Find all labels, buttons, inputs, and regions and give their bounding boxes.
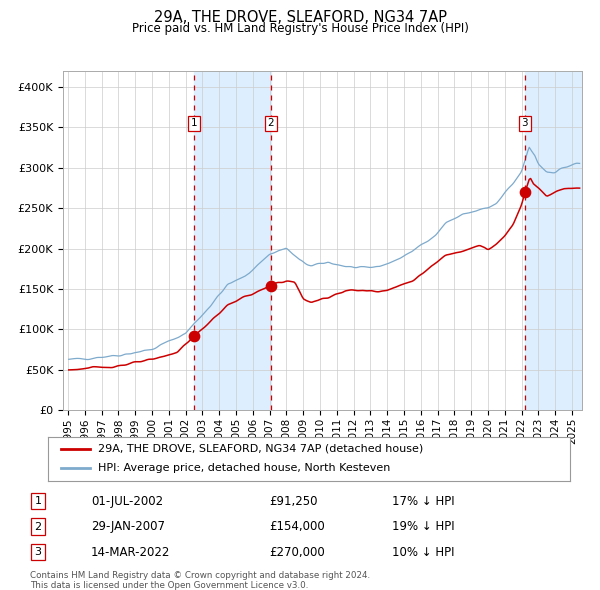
Text: £154,000: £154,000 bbox=[269, 520, 325, 533]
Text: 1: 1 bbox=[191, 119, 197, 129]
Text: 2: 2 bbox=[268, 119, 274, 129]
Text: £91,250: £91,250 bbox=[269, 494, 318, 507]
Text: HPI: Average price, detached house, North Kesteven: HPI: Average price, detached house, Nort… bbox=[98, 464, 390, 473]
Text: 3: 3 bbox=[34, 547, 41, 557]
Text: 1: 1 bbox=[34, 496, 41, 506]
Point bbox=[520, 187, 530, 196]
Text: 29-JAN-2007: 29-JAN-2007 bbox=[91, 520, 165, 533]
Text: 14-MAR-2022: 14-MAR-2022 bbox=[91, 546, 170, 559]
Bar bbox=[194, 71, 271, 410]
Text: This data is licensed under the Open Government Licence v3.0.: This data is licensed under the Open Gov… bbox=[30, 581, 308, 589]
Point bbox=[266, 281, 276, 290]
Bar bbox=[525, 71, 582, 410]
Text: Contains HM Land Registry data © Crown copyright and database right 2024.: Contains HM Land Registry data © Crown c… bbox=[30, 571, 370, 580]
Text: 29A, THE DROVE, SLEAFORD, NG34 7AP (detached house): 29A, THE DROVE, SLEAFORD, NG34 7AP (deta… bbox=[98, 444, 423, 454]
Text: 10% ↓ HPI: 10% ↓ HPI bbox=[392, 546, 455, 559]
Text: £270,000: £270,000 bbox=[269, 546, 325, 559]
Point bbox=[189, 332, 199, 341]
Text: 19% ↓ HPI: 19% ↓ HPI bbox=[392, 520, 455, 533]
Text: 17% ↓ HPI: 17% ↓ HPI bbox=[392, 494, 455, 507]
Text: 3: 3 bbox=[521, 119, 528, 129]
Text: Price paid vs. HM Land Registry's House Price Index (HPI): Price paid vs. HM Land Registry's House … bbox=[131, 22, 469, 35]
Text: 2: 2 bbox=[34, 522, 41, 532]
Text: 29A, THE DROVE, SLEAFORD, NG34 7AP: 29A, THE DROVE, SLEAFORD, NG34 7AP bbox=[154, 10, 446, 25]
Text: 01-JUL-2002: 01-JUL-2002 bbox=[91, 494, 163, 507]
